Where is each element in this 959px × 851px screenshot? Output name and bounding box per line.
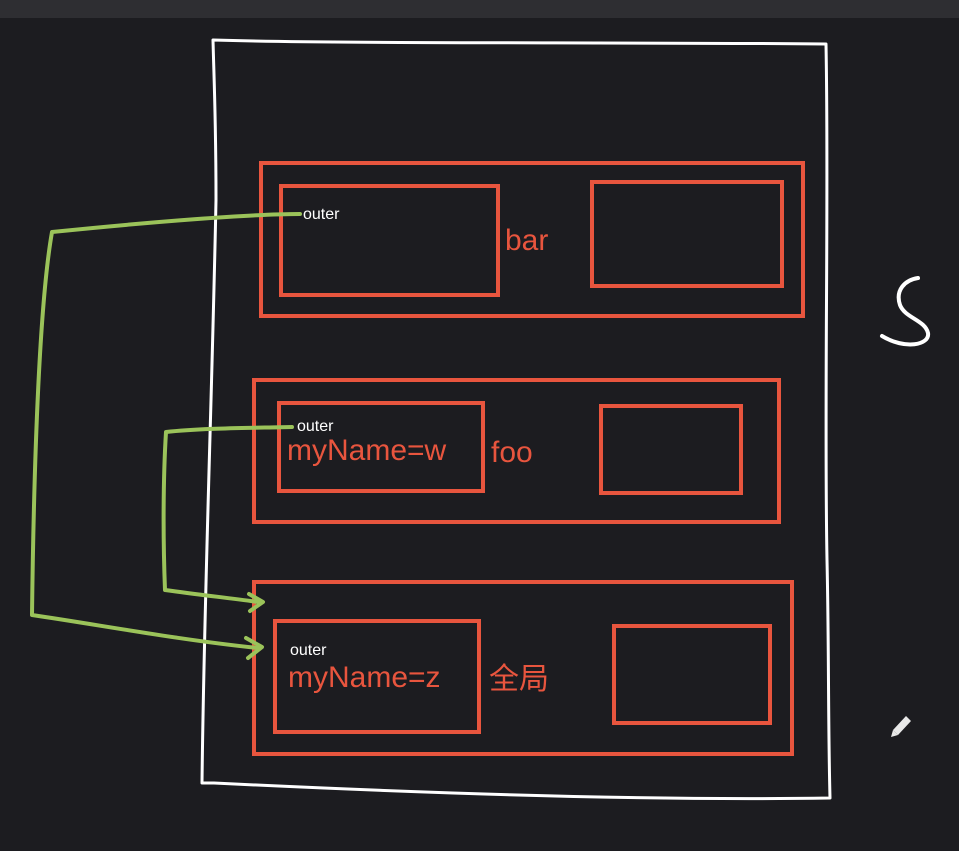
context-foo-variable-text: myName=w [287,434,447,467]
context-global-outer-label: outer [290,642,327,659]
call-stack-outline [200,38,832,801]
context-global-lexical-env [612,624,772,725]
context-bar-lexical-env [590,180,784,288]
scope-arrow-foo-to-global [161,425,294,604]
context-bar [259,161,805,318]
scope-arrow-bar-to-global [30,212,302,650]
context-foo-variable-env [277,401,485,493]
scope-arrow-foo-to-global-head [247,592,265,613]
context-foo-name: foo [491,436,533,469]
context-foo [252,378,781,524]
context-global-name: 全局 [489,663,549,696]
context-bar-name: bar [505,224,549,257]
top-bar [0,0,959,18]
context-global-variable-env [273,619,481,734]
context-bar-outer-label: outer [303,206,340,223]
context-foo-outer-label: outer [297,418,334,435]
context-global-variable-text: myName=z [288,661,441,694]
context-bar-variable-env [279,184,500,297]
context-global [252,580,794,756]
context-foo-lexical-env [599,404,743,495]
handwritten-s-mark [880,276,930,347]
scope-arrow-bar-to-global-head [244,636,264,660]
pencil-icon[interactable] [891,716,911,737]
